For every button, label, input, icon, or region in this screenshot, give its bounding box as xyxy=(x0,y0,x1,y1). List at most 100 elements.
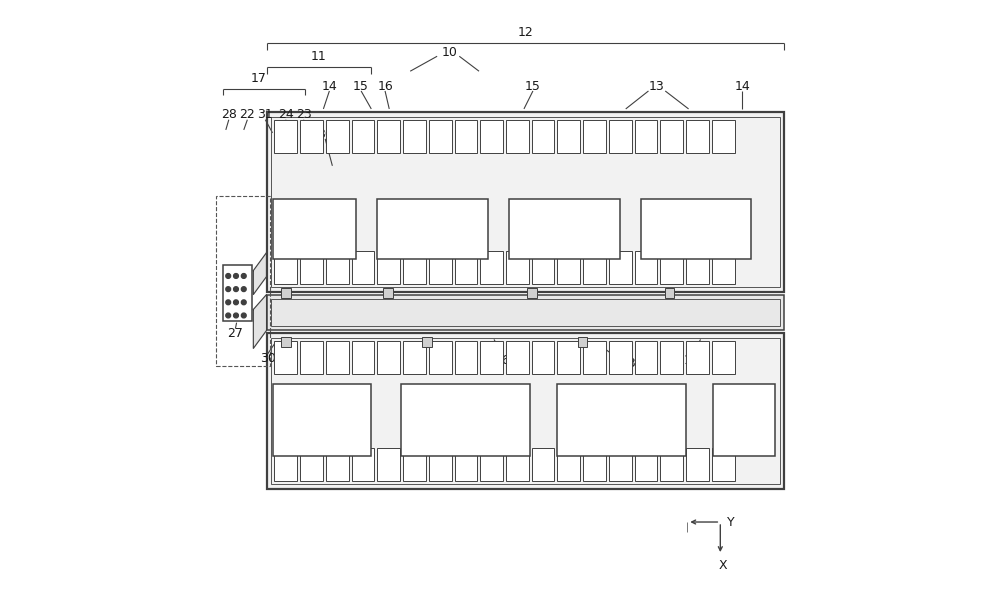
Text: 13: 13 xyxy=(649,80,665,93)
Bar xyxy=(686,341,709,374)
Bar xyxy=(506,120,529,152)
Bar xyxy=(429,341,452,374)
Bar xyxy=(274,341,297,374)
Bar xyxy=(557,251,580,283)
Bar xyxy=(660,120,683,152)
Bar xyxy=(583,341,606,374)
Bar xyxy=(712,120,735,152)
Bar xyxy=(352,251,374,283)
Text: 13: 13 xyxy=(621,357,637,370)
Bar xyxy=(713,384,775,456)
Text: 23: 23 xyxy=(296,109,312,121)
Bar xyxy=(635,449,657,481)
Bar xyxy=(455,341,477,374)
Bar xyxy=(273,198,356,259)
Bar xyxy=(274,251,297,283)
Text: 22: 22 xyxy=(239,109,255,121)
Bar xyxy=(532,120,554,152)
Bar xyxy=(429,449,452,481)
Text: 14: 14 xyxy=(322,80,337,93)
Bar xyxy=(429,120,452,152)
Bar xyxy=(665,288,674,297)
Bar xyxy=(422,337,432,347)
Bar xyxy=(635,120,657,152)
Bar xyxy=(300,449,323,481)
Bar xyxy=(557,341,580,374)
Text: 30: 30 xyxy=(317,128,333,141)
Text: 30: 30 xyxy=(260,352,276,365)
Bar xyxy=(641,198,751,259)
Bar xyxy=(300,341,323,374)
Text: Y: Y xyxy=(727,515,735,529)
Bar xyxy=(377,198,488,259)
Circle shape xyxy=(234,287,238,291)
Bar xyxy=(509,198,620,259)
Bar xyxy=(635,341,657,374)
Bar xyxy=(377,120,400,152)
Bar xyxy=(281,288,291,297)
Bar xyxy=(480,251,503,283)
Text: 16: 16 xyxy=(684,354,699,367)
Bar xyxy=(712,341,735,374)
Text: 17: 17 xyxy=(251,72,266,85)
Circle shape xyxy=(226,287,231,291)
Bar xyxy=(455,251,477,283)
Bar xyxy=(377,449,400,481)
Bar xyxy=(583,449,606,481)
Bar xyxy=(326,120,349,152)
Text: 14: 14 xyxy=(735,80,750,93)
Circle shape xyxy=(241,287,246,291)
Bar xyxy=(281,337,291,347)
Bar xyxy=(609,251,632,283)
Bar xyxy=(300,251,323,283)
Bar xyxy=(686,449,709,481)
Bar xyxy=(480,120,503,152)
Bar xyxy=(403,341,426,374)
Text: 15: 15 xyxy=(353,80,369,93)
Text: 15: 15 xyxy=(525,80,541,93)
Bar xyxy=(455,120,477,152)
Text: 16: 16 xyxy=(495,354,511,367)
Bar xyxy=(401,384,530,456)
Bar xyxy=(326,341,349,374)
Circle shape xyxy=(226,313,231,318)
Bar xyxy=(532,341,554,374)
Bar xyxy=(506,449,529,481)
Text: 28: 28 xyxy=(221,109,237,121)
Bar xyxy=(609,449,632,481)
Polygon shape xyxy=(253,253,267,294)
Text: 24: 24 xyxy=(278,109,294,121)
Text: 16: 16 xyxy=(377,80,393,93)
Polygon shape xyxy=(253,294,267,348)
Bar xyxy=(352,120,374,152)
Bar xyxy=(326,251,349,283)
Bar xyxy=(377,251,400,283)
Bar xyxy=(506,341,529,374)
Circle shape xyxy=(241,300,246,305)
Text: 27: 27 xyxy=(227,327,243,340)
Bar xyxy=(455,449,477,481)
Bar xyxy=(527,288,537,297)
Bar xyxy=(609,120,632,152)
Circle shape xyxy=(241,313,246,318)
Bar xyxy=(532,251,554,283)
Circle shape xyxy=(234,313,238,318)
Circle shape xyxy=(241,274,246,279)
Circle shape xyxy=(234,300,238,305)
Bar xyxy=(660,449,683,481)
Bar xyxy=(352,341,374,374)
Circle shape xyxy=(234,274,238,279)
Bar xyxy=(480,449,503,481)
Text: 11: 11 xyxy=(311,50,327,63)
Bar xyxy=(403,120,426,152)
Bar xyxy=(686,251,709,283)
Bar xyxy=(274,120,297,152)
Bar xyxy=(216,195,270,367)
Bar xyxy=(635,251,657,283)
Text: X: X xyxy=(719,559,728,572)
Bar xyxy=(403,449,426,481)
Bar xyxy=(271,117,780,287)
Text: 31: 31 xyxy=(257,109,273,121)
Bar xyxy=(274,449,297,481)
Bar xyxy=(326,449,349,481)
